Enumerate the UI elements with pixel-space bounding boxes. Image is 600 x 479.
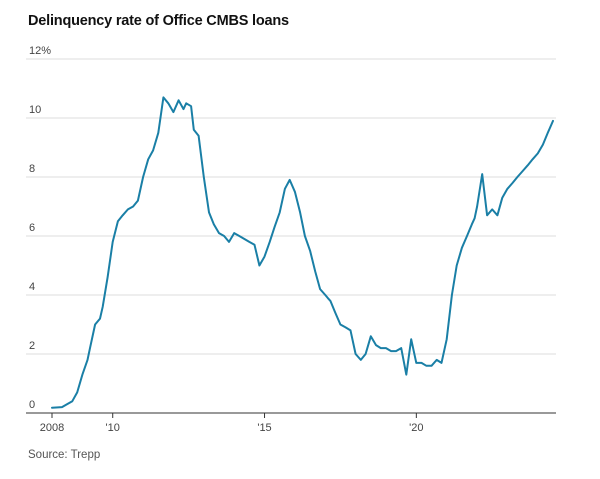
x-tick-label: '20 (409, 422, 423, 434)
y-tick-label: 2 (29, 340, 35, 352)
y-tick-label: 8 (29, 163, 35, 175)
x-axis-tick-labels: 2008 '10 '15 '20 (40, 413, 424, 434)
y-tick-label: 4 (29, 281, 35, 293)
series-line-office-cmbs-delinquency (51, 96, 554, 409)
y-tick-label: 12% (29, 45, 51, 57)
x-tick-label: '15 (257, 422, 271, 434)
x-tick-label: '10 (106, 422, 120, 434)
y-axis-tick-labels: 0 2 4 6 8 10 12% (29, 45, 51, 411)
y-tick-label: 0 (29, 399, 35, 411)
chart-title: Delinquency rate of Office CMBS loans (28, 13, 289, 29)
y-tick-label: 10 (29, 104, 41, 116)
x-tick-label: 2008 (40, 422, 64, 434)
y-tick-label: 6 (29, 222, 35, 234)
source-note: Source: Trepp (28, 449, 101, 461)
